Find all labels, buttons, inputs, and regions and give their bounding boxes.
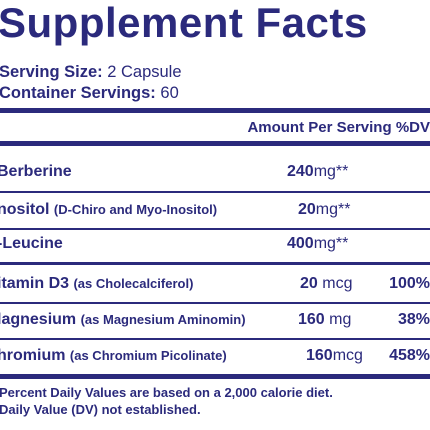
- ingredient-amount: 400mg**: [287, 235, 349, 252]
- row-divider: [0, 191, 430, 193]
- ingredient-name: nositol (D-Chiro and Myo-Inositol): [0, 201, 218, 218]
- ingredient-amount: 160mcg: [306, 347, 363, 364]
- row-divider: [0, 302, 430, 304]
- ingredient-row: Berberine 240mg**: [0, 155, 430, 189]
- ingredient-name: itamin D3 (as Cholecalciferol): [0, 275, 194, 292]
- ingredient-row: nositol (D-Chiro and Myo-Inositol) 20mg*…: [0, 193, 430, 227]
- ingredient-amount: 240mg**: [287, 163, 349, 180]
- ingredient-name: hromium (as Chromium Picolinate): [0, 347, 227, 364]
- ingredient-name: -Leucine: [0, 235, 63, 252]
- ingredient-row: -Leucine 400mg**: [0, 227, 430, 261]
- ingredient-amount: 20 mcg: [300, 275, 353, 292]
- row-divider: [0, 262, 430, 265]
- top-divider: [0, 108, 430, 113]
- serving-size-value: 2 Capsule: [107, 63, 182, 81]
- dv-header: %DV: [395, 119, 430, 136]
- footnote-dv-not-established: Daily Value (DV) not established.: [0, 402, 201, 417]
- ingredient-dv: 38%: [397, 311, 430, 328]
- ingredient-row: itamin D3 (as Cholecalciferol) 20 mcg 10…: [0, 267, 430, 301]
- ingredient-row: hromium (as Chromium Picolinate) 160mcg …: [0, 339, 430, 373]
- container-servings-label: Container Servings:: [0, 84, 156, 102]
- bottom-divider: [0, 374, 430, 379]
- serving-size-label: Serving Size:: [0, 63, 103, 81]
- footnote-dv-basis: Percent Daily Values are based on a 2,00…: [0, 385, 333, 400]
- panel-title: Supplement Facts: [0, 0, 368, 46]
- ingredient-name: Berberine: [0, 163, 72, 180]
- amount-header: Amount Per Serving: [247, 119, 392, 136]
- ingredient-dv: 458%: [389, 347, 430, 364]
- ingredient-amount: 20mg**: [298, 201, 351, 218]
- ingredient-amount: 160 mg: [298, 311, 352, 328]
- ingredient-name: lagnesium (as Magnesium Aminomin): [0, 311, 246, 328]
- serving-size: Serving Size: 2 Capsule: [0, 62, 182, 82]
- container-servings: Container Servings: 60: [0, 83, 179, 103]
- container-servings-value: 60: [160, 84, 179, 102]
- row-divider: [0, 228, 430, 230]
- header-divider: [0, 141, 430, 146]
- row-divider: [0, 338, 430, 340]
- column-header: Amount Per Serving %DV: [247, 119, 430, 137]
- ingredient-dv: 100%: [389, 275, 430, 292]
- ingredient-row: lagnesium (as Magnesium Aminomin) 160 mg…: [0, 303, 430, 337]
